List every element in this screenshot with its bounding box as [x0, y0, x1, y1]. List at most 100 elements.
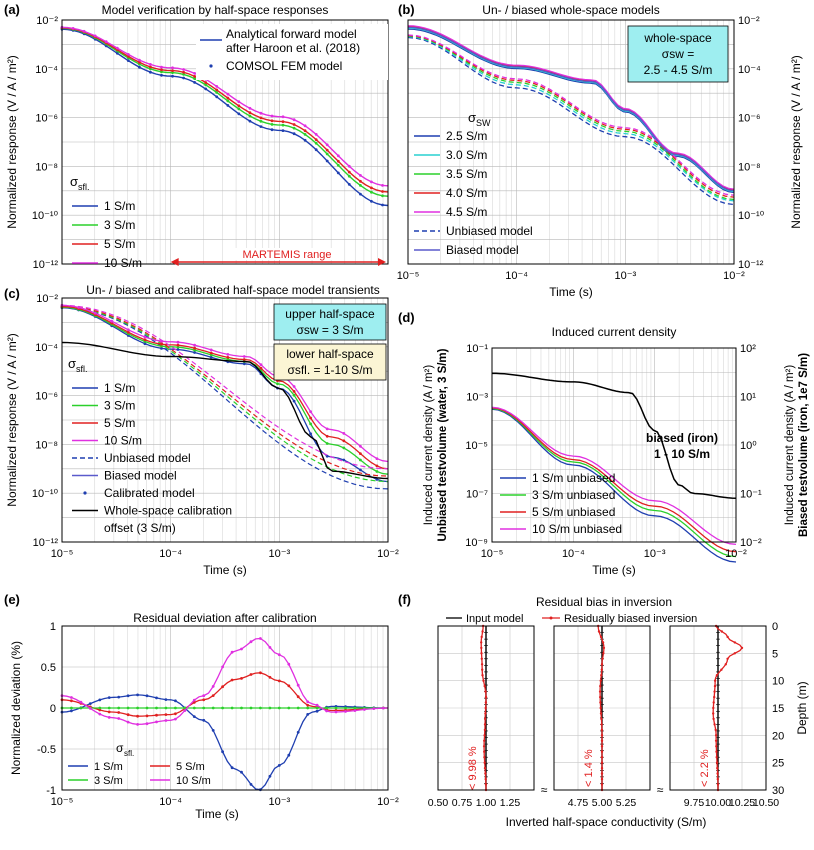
panel-e-marker — [192, 706, 196, 710]
panel-f-inv-marker — [600, 728, 604, 732]
panel-f-inv-marker — [733, 641, 736, 644]
panel-e-marker — [287, 706, 291, 710]
panel-e-series-0 — [61, 694, 388, 791]
panel-b-title: Un- / biased whole-space models — [482, 3, 659, 17]
panel-a-marker — [381, 203, 384, 207]
panel-f-inv-marker — [724, 663, 727, 666]
panel-e: (e) Residual deviation after calibration -… — [4, 592, 399, 821]
panel-e-marker — [155, 706, 158, 710]
panel-a-marker — [171, 74, 174, 78]
panel-d-frame — [491, 347, 737, 543]
panel-f-inv-marker — [480, 635, 483, 639]
panel-d-ytick: 10⁻⁷ — [466, 489, 488, 501]
panel-d-ylabel-right-1: Induced current density (A / m²) — [784, 365, 796, 526]
panel-f-inv-marker — [483, 684, 486, 688]
panel-c-unbiased-0 — [61, 307, 389, 490]
panel-e-legend-label: 3 S/m — [94, 775, 123, 787]
panel-f-inv-marker — [715, 750, 718, 753]
panel-f-inv-marker — [715, 761, 719, 764]
panel-f-inv-marker — [484, 695, 488, 699]
panel-f-inv-marker — [599, 712, 603, 715]
panel-e-marker — [344, 710, 347, 713]
panel-e-marker — [98, 708, 102, 712]
panel-e-marker — [296, 695, 300, 699]
panel-e-marker — [372, 707, 376, 710]
panel-c-series-2 — [61, 305, 389, 470]
panel-e-marker — [202, 706, 206, 710]
panel-e-marker — [136, 723, 140, 726]
panel-f-ytick: 20 — [772, 730, 784, 742]
panel-f-inv-marker — [598, 690, 602, 693]
panel-c-marker — [242, 355, 246, 358]
panel-c-marker — [292, 390, 296, 393]
panel-d-title: Induced current density — [552, 325, 677, 339]
panel-e-ytick: -1 — [46, 785, 56, 797]
panel-c-legend-title: σ — [68, 356, 76, 371]
panel-a-marker — [138, 58, 141, 62]
panel-e-marker — [363, 708, 366, 711]
panel-a-legend-label: COMSOL FEM model — [226, 59, 342, 73]
panel-f-inv-marker — [483, 734, 486, 737]
panel-b-unbiased-0 — [407, 36, 735, 206]
panel-e-ytick: 0.5 — [41, 662, 56, 674]
panel-a-marker — [193, 75, 197, 78]
panel-e-marker — [221, 706, 225, 710]
panel-e-marker — [287, 662, 291, 666]
panel-e-marker — [277, 679, 281, 683]
panel-c-marker — [143, 342, 147, 346]
panel-a-frame — [61, 19, 389, 265]
panel-f-inv-marker — [600, 761, 604, 764]
panel-b-legend-label: 3.0 S/m — [446, 148, 487, 162]
panel-f-legend-swatch — [549, 616, 553, 620]
panel-e-marker — [155, 720, 158, 724]
panel-f-ytick: 25 — [772, 758, 784, 770]
panel-e-marker — [315, 703, 319, 707]
panel-e-marker — [192, 715, 196, 718]
panel-a-marker — [314, 148, 318, 152]
panel-a-title: Model verification by half-space respons… — [102, 3, 329, 17]
panel-e-marker — [334, 706, 338, 710]
panel-a-ytick: 10⁻¹² — [33, 259, 59, 271]
panel-f-inv-marker — [480, 652, 483, 655]
panel-e-ytick: -0.5 — [37, 744, 56, 756]
panel-f-xtick: 10.50 — [753, 797, 779, 809]
panel-d-legend-label: 1 S/m unbiased — [532, 471, 615, 485]
panel-f-annotation: < 2.2 % — [699, 749, 711, 787]
panel-a-marker — [347, 174, 351, 178]
panel-c-marker — [209, 355, 213, 359]
panel-f-inv-marker — [600, 734, 604, 737]
panel-c-marker — [176, 340, 180, 344]
panel-e-marker — [249, 640, 253, 644]
panel-a-marker — [259, 119, 263, 123]
panel-a-marker — [248, 111, 252, 115]
panel-c-marker — [292, 399, 296, 403]
panel-f-inv-marker — [599, 695, 602, 699]
panel-b-legend-label: 4.5 S/m — [446, 205, 487, 219]
panel-a-marker — [138, 65, 141, 69]
panel-c-marker — [375, 457, 379, 460]
panel-c-legend-label: Whole-space calibration — [104, 504, 232, 518]
panel-a-marker — [204, 87, 208, 91]
panel-c-legend-label: 3 S/m — [104, 399, 135, 413]
panel-a-marker — [149, 65, 152, 69]
panel-c-marker — [259, 363, 263, 366]
panel-f-inv-marker — [716, 777, 719, 781]
panel-f-inv-marker — [720, 668, 723, 671]
panel-e-marker — [296, 706, 300, 710]
panel-a-marker — [226, 104, 230, 107]
panel-a-marker — [347, 164, 351, 168]
panel-e-marker — [211, 694, 215, 697]
panel-f-inv-marker — [712, 717, 715, 721]
panel-f-inv-marker — [720, 630, 723, 633]
panel-a-marker — [359, 174, 362, 177]
panel-f-inv-marker — [712, 706, 715, 710]
panel-a-marker — [281, 120, 285, 123]
panel-c-marker — [193, 346, 197, 350]
panel-c-marker — [176, 348, 180, 351]
panel-a-marker — [359, 184, 362, 187]
panel-a-legend-label: after Haroon et al. (2018) — [226, 41, 360, 55]
panel-e-marker — [230, 706, 234, 710]
panel-a-marker — [160, 73, 163, 77]
panel-a-marker — [270, 128, 274, 132]
panel-a-marker — [314, 138, 318, 142]
